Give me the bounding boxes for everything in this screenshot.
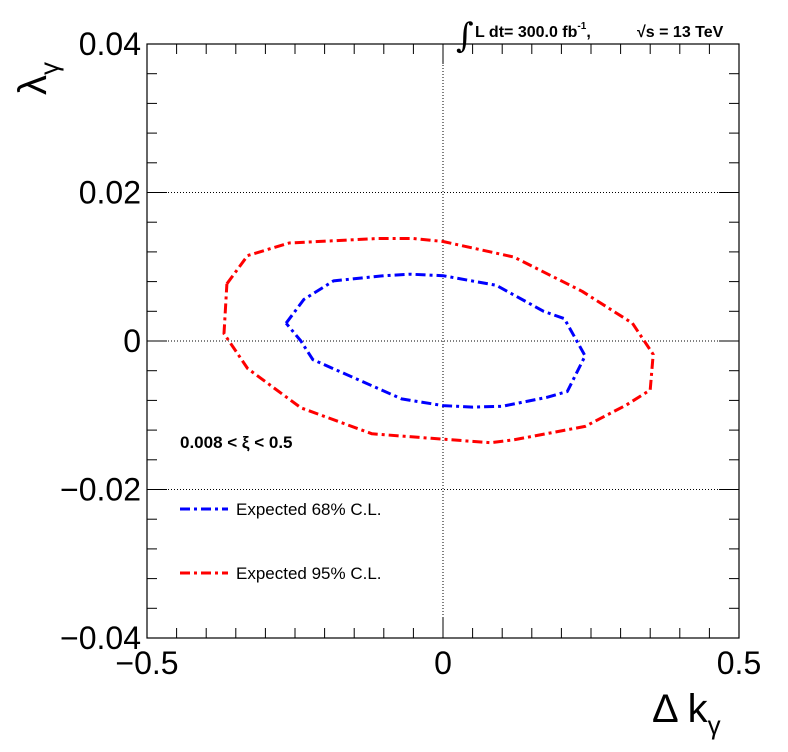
y-tick-label: 0 (123, 323, 141, 359)
luminosity-prefix: L dt= 300.0 fb (475, 24, 578, 41)
legend-label-95: Expected 95% C.L. (236, 564, 382, 583)
contour-layer (222, 237, 655, 445)
y-axis-title: λγ (11, 62, 64, 95)
x-tick-label: 0 (434, 645, 452, 681)
y-tick-label: 0.02 (79, 175, 141, 211)
contour-95-cl (222, 237, 655, 445)
tick-layer (146, 43, 740, 639)
x-tick-label: −0.5 (115, 645, 178, 681)
y-axis-title-sub: γ (34, 62, 64, 75)
integral-sign: ∫ (456, 16, 474, 56)
x-axis-title-main: Δ k (652, 687, 709, 731)
legend-label-68: Expected 68% C.L. (236, 500, 382, 519)
tick-label-layer: −0.5 0 0.5 −0.04 −0.02 0 0.02 0.04 (60, 26, 761, 681)
legend: Expected 68% C.L. Expected 95% C.L. (180, 500, 382, 583)
luminosity-text: L dt= 300.0 fb-1, (475, 21, 591, 41)
luminosity-label: ∫ L dt= 300.0 fb-1, √s = 13 TeV (456, 16, 724, 56)
x-axis-title-sub: γ (708, 710, 721, 740)
y-tick-label: 0.04 (79, 26, 141, 62)
grid-layer (147, 44, 739, 638)
luminosity-sep: , (586, 24, 590, 41)
contour-68-cl (284, 272, 587, 409)
y-axis-title-main: λ (11, 75, 55, 95)
y-tick-label: −0.02 (60, 472, 141, 508)
x-tick-label: 0.5 (717, 645, 761, 681)
xi-range-annotation: 0.008 < ξ < 0.5 (180, 433, 293, 452)
y-tick-label: −0.04 (60, 620, 141, 656)
sqrt-s-text: √s = 13 TeV (637, 24, 724, 41)
luminosity-exponent: -1 (577, 21, 586, 32)
x-axis-title: Δ kγ (652, 687, 721, 740)
